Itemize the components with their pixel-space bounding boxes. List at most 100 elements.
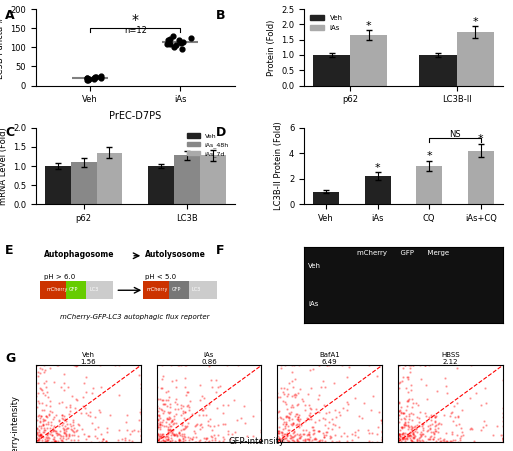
Bar [96, 153, 122, 204]
Point [208, 434, 216, 441]
Point [194, 437, 203, 445]
Point [46, 424, 54, 432]
Point [294, 389, 302, 396]
Point [408, 417, 416, 424]
Point [274, 432, 283, 439]
Point [447, 437, 455, 445]
Point [196, 396, 204, 404]
Point [378, 433, 386, 441]
Point [50, 426, 58, 433]
Point [49, 436, 57, 443]
Point [396, 379, 404, 386]
Point [73, 362, 81, 369]
Point [88, 419, 96, 427]
Point [172, 400, 181, 407]
Point [163, 432, 171, 439]
Point [198, 392, 206, 400]
Point [36, 432, 44, 439]
Point [207, 376, 215, 383]
Point [307, 438, 315, 445]
Point [172, 438, 180, 446]
Point [448, 409, 456, 416]
Point [296, 430, 304, 437]
Point [65, 431, 73, 438]
Point [154, 416, 162, 423]
Point [32, 428, 41, 436]
Point [35, 428, 43, 435]
Point [63, 420, 71, 428]
Point [184, 433, 192, 441]
Point [274, 435, 283, 442]
Point [321, 383, 329, 391]
Point [36, 386, 45, 393]
Point [436, 434, 444, 442]
Point [426, 421, 434, 428]
Point [340, 430, 348, 437]
Point [404, 375, 412, 382]
Point [304, 438, 312, 445]
Point [43, 434, 51, 442]
Point [207, 433, 215, 440]
Point [121, 436, 129, 443]
Point [499, 437, 507, 444]
Point [35, 411, 43, 419]
Text: *: * [375, 162, 381, 173]
Point [499, 423, 507, 430]
Point [46, 428, 54, 435]
Point [323, 362, 331, 369]
Point [401, 429, 409, 436]
Point [274, 428, 283, 435]
Point [177, 362, 185, 369]
Point [281, 434, 289, 441]
Point [404, 415, 412, 423]
Point [164, 435, 172, 442]
Point [163, 40, 171, 47]
Point [258, 435, 266, 442]
Point [294, 417, 302, 424]
Point [407, 425, 415, 432]
Point [315, 428, 323, 435]
Point [154, 438, 163, 445]
Point [136, 425, 145, 433]
Point [310, 427, 319, 434]
Point [477, 401, 485, 409]
Point [182, 433, 190, 440]
Point [166, 425, 174, 432]
Point [178, 46, 186, 53]
Point [317, 383, 325, 391]
Point [44, 433, 52, 440]
Point [39, 422, 47, 429]
Point [97, 74, 106, 82]
Point [290, 390, 299, 397]
Point [32, 362, 41, 369]
Point [425, 414, 433, 421]
Point [136, 406, 145, 413]
Point [415, 414, 423, 422]
Point [186, 435, 194, 442]
Point [320, 431, 328, 438]
Point [466, 395, 475, 402]
Point [175, 362, 183, 369]
Title: iAs
0.86: iAs 0.86 [201, 352, 217, 365]
Point [448, 430, 456, 437]
Text: A: A [5, 9, 15, 22]
Point [281, 424, 289, 432]
Bar [313, 55, 350, 86]
Point [402, 421, 410, 428]
Point [37, 430, 45, 437]
Point [404, 373, 412, 381]
Point [178, 431, 186, 438]
Point [50, 433, 58, 441]
Point [58, 437, 67, 444]
Point [46, 407, 54, 414]
Point [499, 404, 507, 411]
Text: C: C [5, 126, 14, 139]
Point [307, 384, 315, 391]
Point [315, 428, 324, 435]
Point [38, 432, 46, 439]
Point [35, 434, 43, 442]
Point [400, 433, 408, 441]
Point [212, 389, 220, 396]
Point [429, 435, 438, 442]
Point [292, 437, 301, 444]
